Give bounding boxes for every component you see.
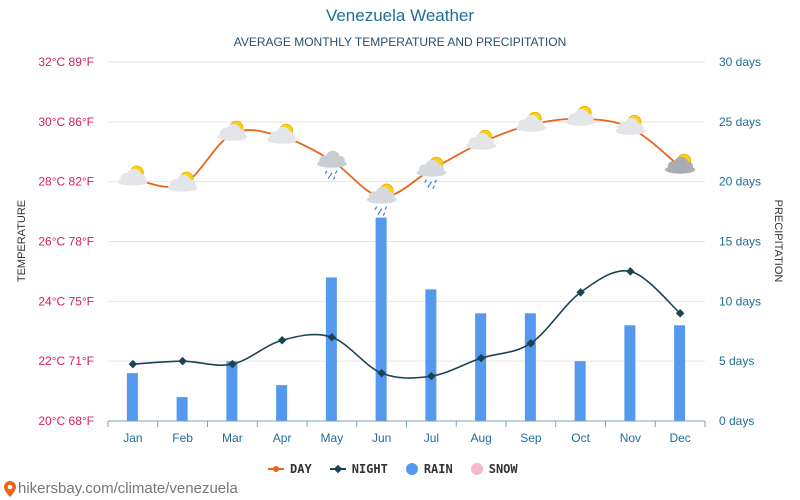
right-tick-label: 30 days xyxy=(719,55,761,69)
line-layer xyxy=(128,117,685,381)
x-tick-label: Mar xyxy=(222,431,243,445)
rain-bar xyxy=(425,289,437,421)
source-text: hikersbay.com/climate/venezuela xyxy=(18,480,238,497)
legend-item-rain[interactable]: RAIN xyxy=(405,462,453,476)
night-point xyxy=(277,335,287,345)
legend-rain-label: RAIN xyxy=(423,462,453,476)
x-tick-label: Jul xyxy=(424,431,439,445)
legend-item-night[interactable]: NIGHT xyxy=(329,462,388,476)
x-tick-label: Nov xyxy=(620,431,641,445)
night-point xyxy=(626,267,635,276)
right-tick-label: 25 days xyxy=(719,115,761,129)
chart-subtitle: AVERAGE MONTHLY TEMPERATURE AND PRECIPIT… xyxy=(233,35,567,49)
chart-title: Venezuela Weather xyxy=(325,6,475,25)
right-tick-label: 5 days xyxy=(719,354,754,368)
rain-bar xyxy=(524,313,536,421)
night-point xyxy=(576,288,585,297)
right-tick-label: 20 days xyxy=(719,175,761,189)
x-tick-label: Dec xyxy=(669,431,690,445)
partly-cloudy-icon xyxy=(466,129,497,150)
legend-snow-swatch xyxy=(470,463,483,475)
day-line xyxy=(132,117,681,198)
rain-bar xyxy=(375,217,387,421)
grid-layer xyxy=(108,61,705,422)
right-tick-label: 15 days xyxy=(719,235,761,249)
axis-layer: 20°C 68°F 22°C 71°F 24°C 75°F 26°C 78°F 28°C… xyxy=(16,55,784,445)
left-tick-label: 32°C 89°F xyxy=(38,55,94,69)
night-point xyxy=(178,356,187,366)
legend-night-label: NIGHT xyxy=(351,462,388,476)
x-tick-label: May xyxy=(321,431,344,445)
partly-cloudy-icon xyxy=(267,123,298,144)
legend-item-snow[interactable]: SNOW xyxy=(470,462,518,476)
legend: DAY NIGHT RAIN SNOW xyxy=(268,462,518,476)
rain-bar xyxy=(674,325,686,421)
icon-layer xyxy=(117,105,696,216)
night-point xyxy=(675,309,685,318)
right-axis-title: PRECIPITATION xyxy=(772,200,784,283)
source-link[interactable]: hikersbay.com/climate/venezuela xyxy=(4,480,238,497)
night-point xyxy=(327,332,337,342)
legend-day-swatch xyxy=(268,463,284,475)
right-tick-label: 10 days xyxy=(719,294,761,308)
x-tick-label: Jun xyxy=(372,431,391,445)
rain-bar xyxy=(475,313,487,421)
x-tick-label: Feb xyxy=(172,431,193,445)
partly-cloudy-dark-icon xyxy=(665,153,696,174)
night-point xyxy=(128,359,138,369)
night-point xyxy=(228,359,237,369)
partly-cloudy-rain-icon xyxy=(366,183,397,216)
partly-cloudy-icon xyxy=(217,120,248,141)
left-tick-label: 24°C 75°F xyxy=(38,294,94,308)
night-point xyxy=(427,371,436,381)
left-tick-label: 30°C 86°F xyxy=(38,115,94,129)
night-point xyxy=(476,353,486,363)
bar-layer xyxy=(126,217,686,421)
partly-cloudy-icon xyxy=(515,111,546,132)
partly-cloudy-icon xyxy=(615,114,646,135)
night-point xyxy=(526,338,536,348)
legend-night-swatch xyxy=(329,463,346,475)
legend-item-day[interactable]: DAY xyxy=(268,462,312,476)
rain-bar xyxy=(226,361,238,421)
legend-rain-swatch xyxy=(405,463,418,475)
rain-bar xyxy=(126,373,138,421)
rain-cloud-icon xyxy=(316,150,347,180)
x-tick-label: Apr xyxy=(273,431,292,445)
x-tick-label: Oct xyxy=(571,431,590,445)
left-axis-title: TEMPERATURE xyxy=(16,200,28,282)
x-tick-label: Sep xyxy=(520,431,542,445)
rain-bar xyxy=(276,385,288,421)
map-pin-icon xyxy=(4,480,16,497)
left-tick-label: 28°C 82°F xyxy=(38,175,94,189)
x-tick-label: Aug xyxy=(470,431,491,445)
night-point xyxy=(377,368,386,378)
rain-bar xyxy=(574,361,586,421)
left-tick-label: 20°C 68°F xyxy=(38,414,94,428)
rain-bar xyxy=(176,397,188,421)
partly-cloudy-icon xyxy=(565,105,596,126)
right-tick-label: 0 days xyxy=(719,414,754,428)
legend-day-label: DAY xyxy=(290,462,312,476)
left-tick-label: 26°C 78°F xyxy=(38,235,94,249)
legend-snow-label: SNOW xyxy=(488,462,518,476)
x-tick-label: Jan xyxy=(123,431,142,445)
partly-cloudy-icon xyxy=(117,165,148,186)
partly-cloudy-rain-icon xyxy=(416,156,447,189)
rain-bar xyxy=(624,325,636,421)
night-line xyxy=(132,270,681,379)
rain-bar xyxy=(325,277,337,421)
partly-cloudy-icon xyxy=(167,171,198,192)
left-tick-label: 22°C 71°F xyxy=(38,354,94,368)
